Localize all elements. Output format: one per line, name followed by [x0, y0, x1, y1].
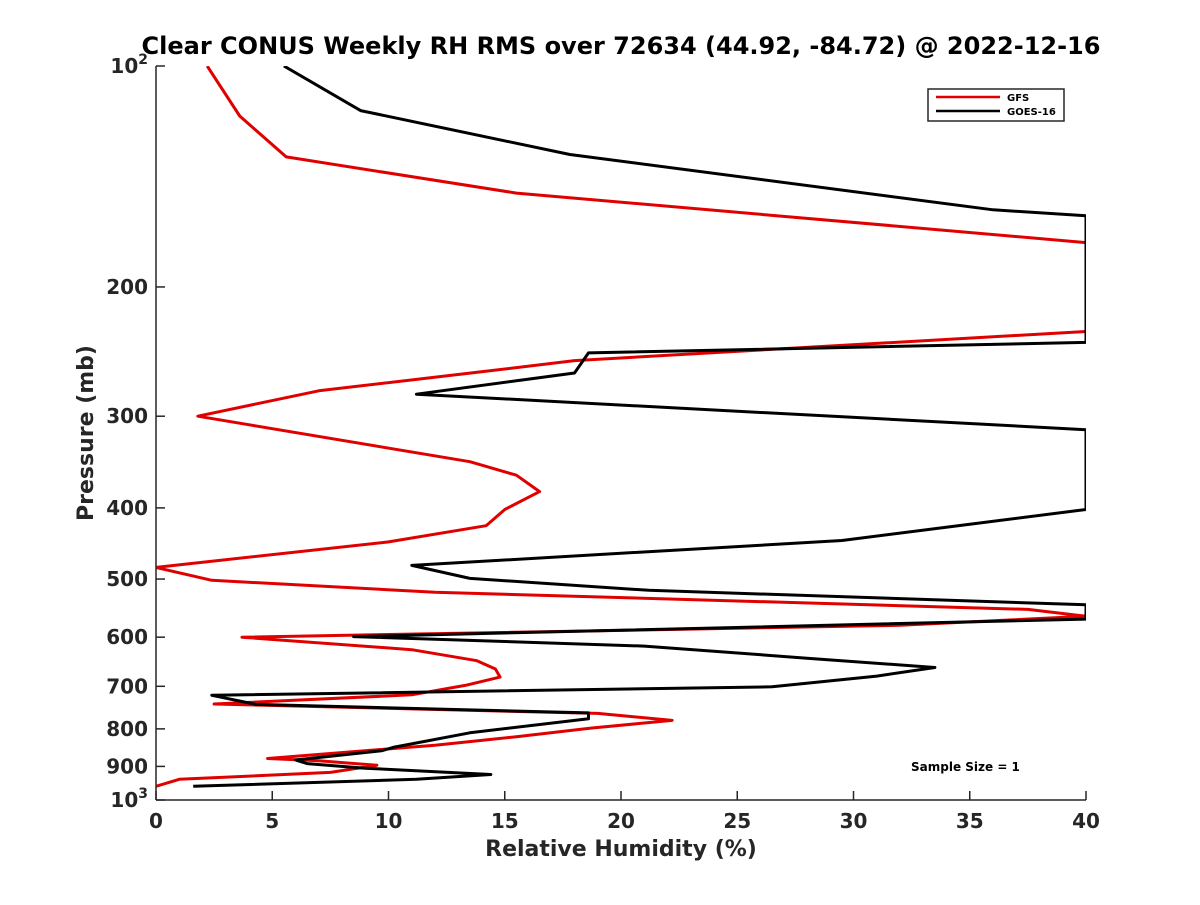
y-tick-label: 200: [106, 275, 148, 299]
series-layer: [156, 66, 1086, 788]
x-tick-label: 5: [265, 809, 279, 833]
y-tick-label: 700: [106, 674, 148, 698]
plot-frame: [156, 66, 1086, 800]
y-tick-label: 900: [106, 754, 148, 778]
y-tick-label: 300: [106, 404, 148, 428]
x-tick-label: 35: [956, 809, 984, 833]
legend: GFS GOES-16: [927, 88, 1065, 122]
x-tick-label: 40: [1072, 809, 1100, 833]
y-tick-label: 500: [106, 567, 148, 591]
y-tick-label: 600: [106, 625, 148, 649]
legend-label-gfs: GFS: [1007, 93, 1029, 104]
series-line-gfs: [156, 66, 1086, 788]
legend-box: [927, 88, 1065, 122]
x-tick-label: 0: [149, 809, 163, 833]
legend-label-goes16: GOES-16: [1007, 107, 1056, 118]
x-tick-label: 20: [607, 809, 635, 833]
x-tick-label: 30: [840, 809, 868, 833]
x-tick-label: 15: [491, 809, 519, 833]
sample-size-annotation: Sample Size = 1: [911, 760, 1020, 774]
x-tick-label: 25: [723, 809, 751, 833]
y-axis-label: Pressure (mb): [74, 345, 99, 521]
y-tick-label: 800: [106, 717, 148, 741]
plot-area: 0 5 10 15 20 25 30 35 40102200300400500600700800…: [106, 52, 1100, 833]
y-tick-label: 400: [106, 496, 148, 520]
series-line-goes16: [193, 66, 1086, 788]
x-axis-label: Relative Humidity (%): [485, 837, 757, 862]
chart-title: Clear CONUS Weekly RH RMS over 72634 (44…: [142, 32, 1101, 60]
x-tick-label: 10: [375, 809, 403, 833]
